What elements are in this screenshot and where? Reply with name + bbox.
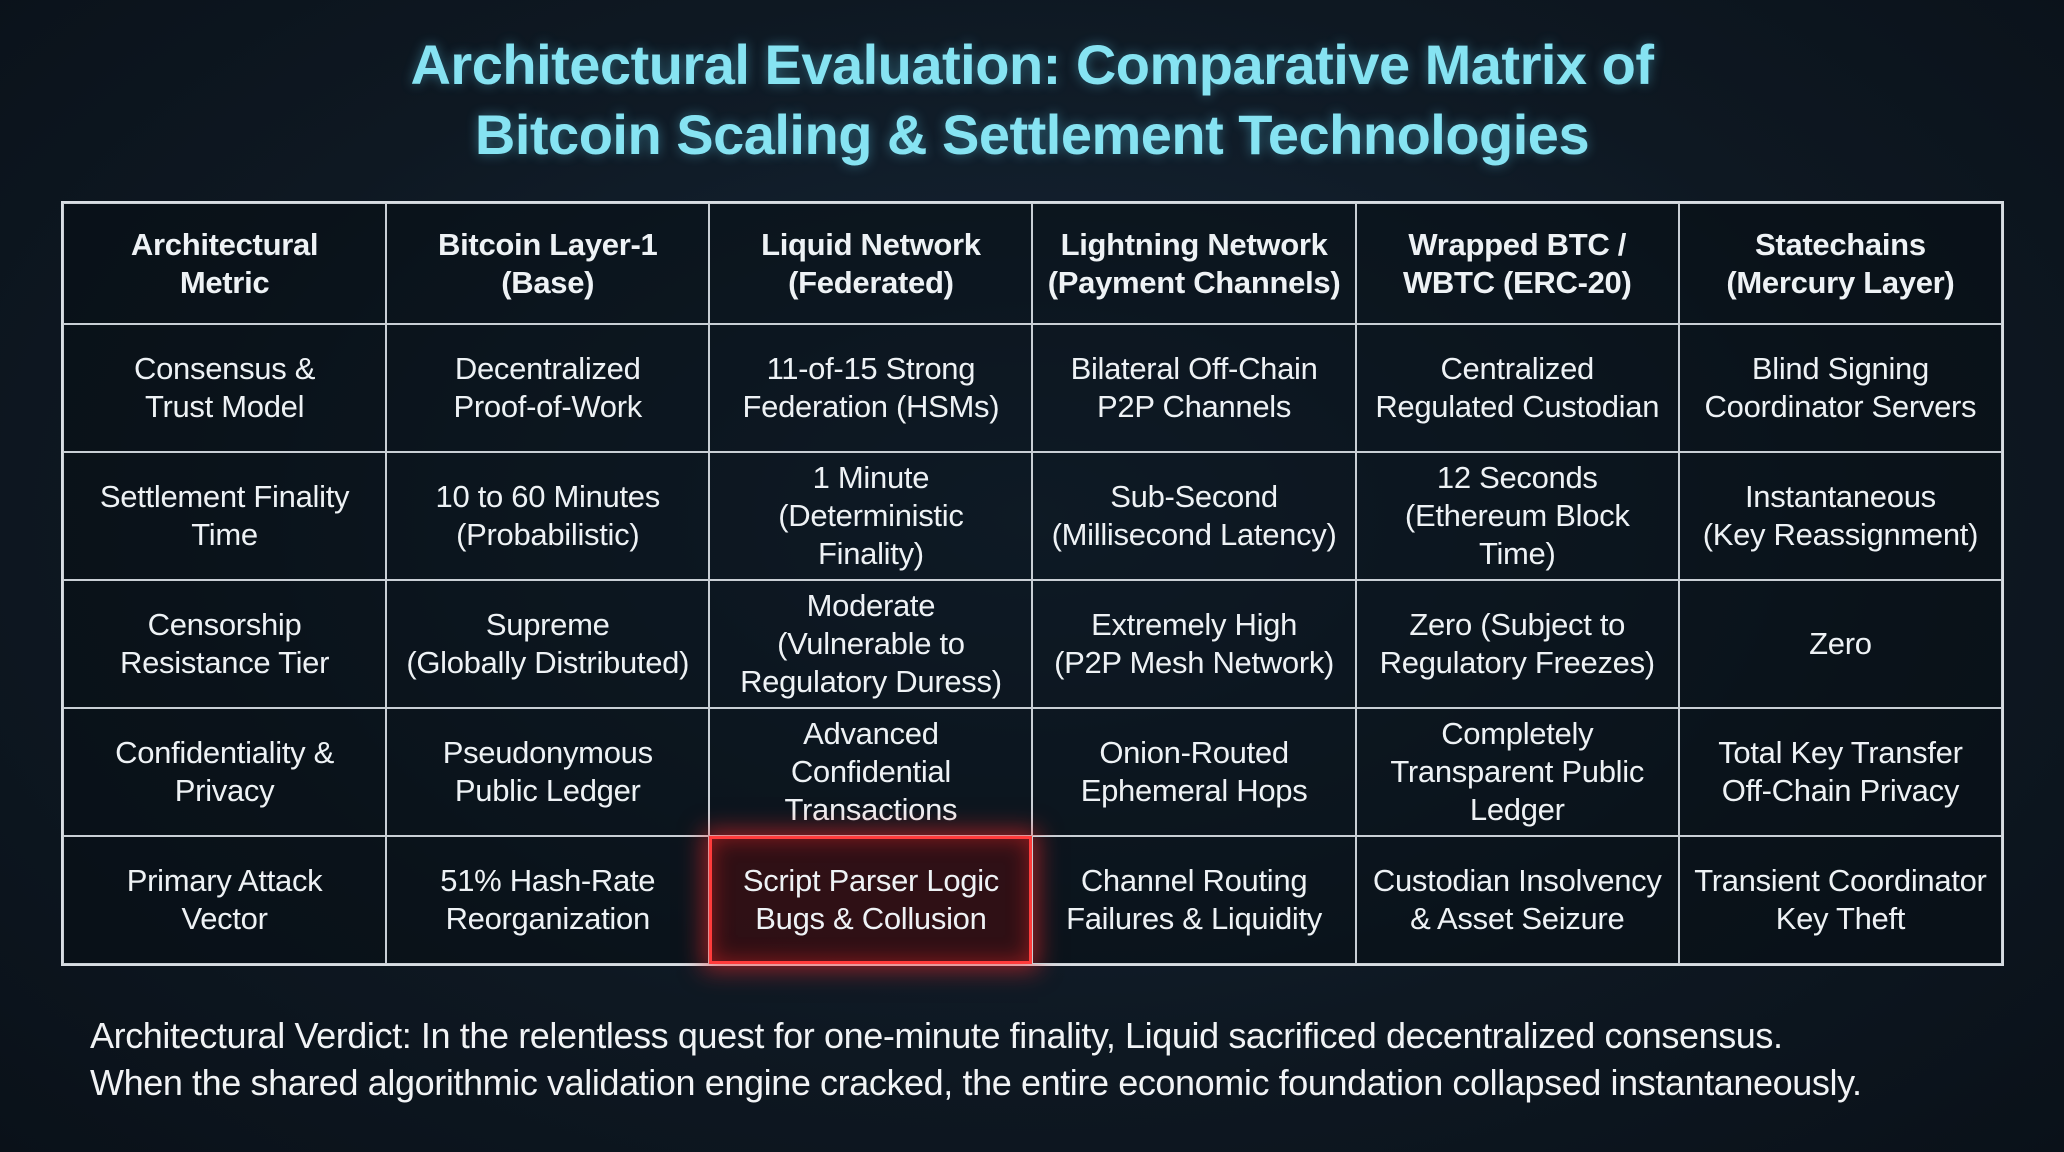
verdict: Architectural Verdict: In the relentless… bbox=[90, 1015, 1862, 1103]
table-cell: Censorship Resistance Tier bbox=[63, 580, 387, 708]
table-cell: 11-of-15 Strong Federation (HSMs) bbox=[709, 324, 1033, 452]
table-cell: Settlement Finality Time bbox=[63, 452, 387, 580]
column-header: Architectural Metric bbox=[63, 203, 387, 324]
table-cell: Confidentiality & Privacy bbox=[63, 708, 387, 836]
table-cell: 10 to 60 Minutes (Probabilistic) bbox=[386, 452, 710, 580]
highlighted-cell: Script Parser Logic Bugs & Collusion bbox=[709, 836, 1033, 964]
table-cell: Bilateral Off-Chain P2P Channels bbox=[1032, 324, 1356, 452]
table-cell: 51% Hash-Rate Reorganization bbox=[386, 836, 710, 964]
table-cell: Channel Routing Failures & Liquidity bbox=[1032, 836, 1356, 964]
table-cell: Supreme (Globally Distributed) bbox=[386, 580, 710, 708]
column-header: Bitcoin Layer-1 (Base) bbox=[386, 203, 710, 324]
table-cell: Onion-Routed Ephemeral Hops bbox=[1032, 708, 1356, 836]
table-cell: Centralized Regulated Custodian bbox=[1355, 324, 1679, 452]
table-cell: Zero (Subject to Regulatory Freezes) bbox=[1355, 580, 1679, 708]
table-cell: Completely Transparent Public Ledger bbox=[1355, 708, 1679, 836]
column-header: Wrapped BTC / WBTC (ERC-20) bbox=[1355, 203, 1679, 324]
column-header: Statechains (Mercury Layer) bbox=[1678, 203, 2002, 324]
table-cell: Extremely High (P2P Mesh Network) bbox=[1032, 580, 1356, 708]
column-header: Lightning Network (Payment Channels) bbox=[1032, 203, 1356, 324]
column-header: Liquid Network (Federated) bbox=[709, 203, 1033, 324]
table-cell: Consensus & Trust Model bbox=[63, 324, 387, 452]
title: Architectural Evaluation: Comparative Ma… bbox=[410, 33, 1654, 166]
table-cell: Sub-Second (Millisecond Latency) bbox=[1032, 452, 1356, 580]
table-cell: Total Key Transfer Off-Chain Privacy bbox=[1678, 708, 2002, 836]
table-cell: Pseudonymous Public Ledger bbox=[386, 708, 710, 836]
table-cell: 12 Seconds (Ethereum Block Time) bbox=[1355, 452, 1679, 580]
table-cell: Moderate (Vulnerable to Regulatory Dures… bbox=[709, 580, 1033, 708]
table-cell: Decentralized Proof-of-Work bbox=[386, 324, 710, 452]
table-cell: Advanced Confidential Transactions bbox=[709, 708, 1033, 836]
table-cell: Instantaneous (Key Reassignment) bbox=[1678, 452, 2002, 580]
comparison-table: Architectural Metric Bitcoin Layer-1 (Bas… bbox=[61, 201, 2004, 966]
table-cell: 1 Minute (Deterministic Finality) bbox=[709, 452, 1033, 580]
table-cell: Primary Attack Vector bbox=[63, 836, 387, 964]
table-cell: Blind Signing Coordinator Servers bbox=[1678, 324, 2002, 452]
table-cell: Transient Coordinator Key Theft bbox=[1678, 836, 2002, 964]
table-cell: Custodian Insolvency & Asset Seizure bbox=[1355, 836, 1679, 964]
table-cell: Zero bbox=[1678, 580, 2002, 708]
